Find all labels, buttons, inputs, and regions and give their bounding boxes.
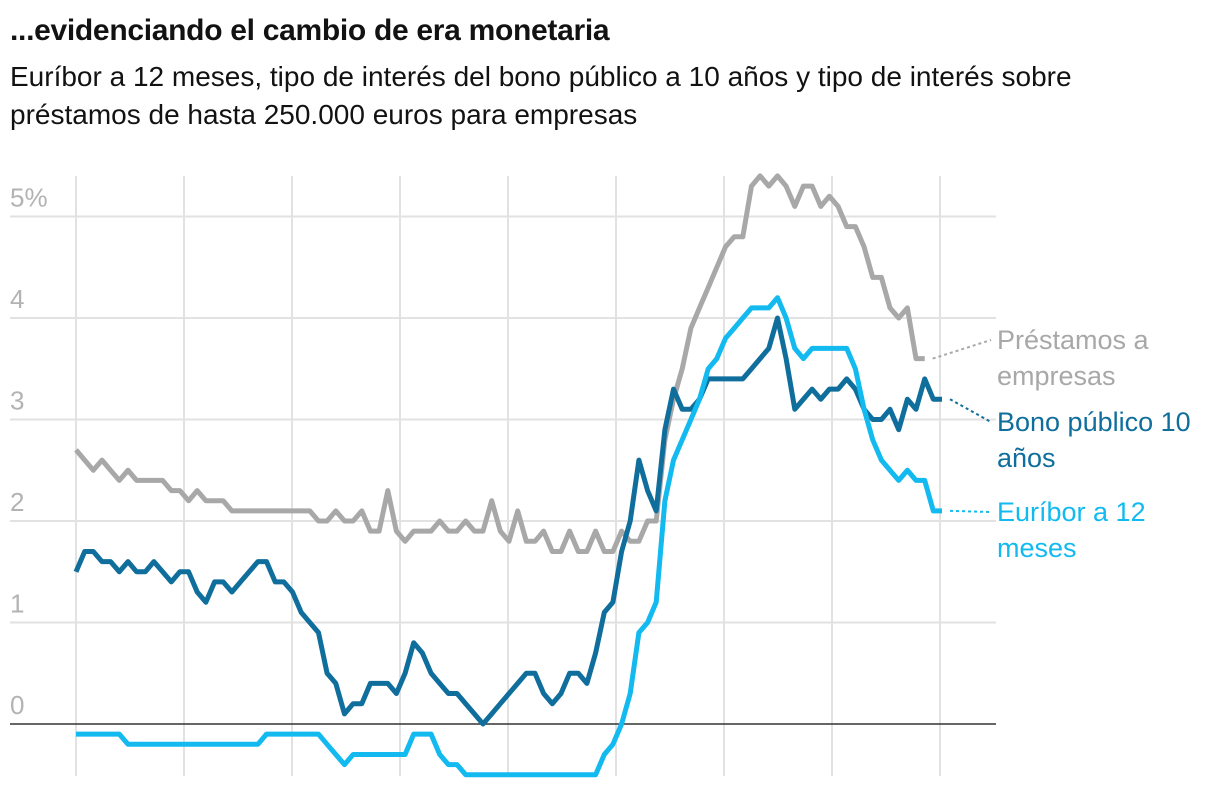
series-line-prestamos	[74, 173, 925, 554]
legend-label-euribor: Euríbor a 12 meses	[997, 494, 1146, 566]
vertical-gridlines	[75, 176, 941, 776]
y-axis-tick-labels: 0 1 2 3 4 5%	[10, 183, 48, 721]
chart-title: ...evidenciando el cambio de era monetar…	[10, 14, 610, 47]
y-tick-label-1: 1	[10, 589, 24, 619]
y-tick-label-2: 2	[10, 487, 24, 517]
legend-label-bono: Bono público 10 años	[997, 404, 1191, 476]
horizontal-gridlines	[10, 215, 996, 624]
y-tick-label-5: 5%	[10, 183, 48, 213]
y-tick-label-0: 0	[10, 690, 24, 720]
legend-connector-prestamos	[932, 339, 992, 360]
chart-subtitle: Euríbor a 12 meses, tipo de interés del …	[10, 61, 1072, 130]
legend-connector-bono	[949, 398, 992, 423]
legend-label-prestamos: Préstamos a empresas	[997, 322, 1149, 394]
legend-label-euribor-line2: meses	[997, 533, 1077, 563]
legend-label-euribor-line1: Euríbor a 12	[997, 497, 1146, 527]
legend-label-bono-line1: Bono público 10	[997, 407, 1191, 437]
legend-label-bono-line2: años	[997, 443, 1056, 473]
y-tick-label-4: 4	[10, 284, 24, 314]
series-line-bono	[73, 315, 942, 727]
series-lines	[73, 173, 942, 778]
y-tick-label-3: 3	[10, 386, 24, 416]
series-line-euribor	[76, 295, 942, 778]
legend-connector-euribor	[949, 509, 992, 513]
legend-label-prestamos-line2: empresas	[997, 361, 1116, 391]
legend-connectors	[932, 339, 992, 513]
legend-label-prestamos-line1: Préstamos a	[997, 325, 1149, 355]
